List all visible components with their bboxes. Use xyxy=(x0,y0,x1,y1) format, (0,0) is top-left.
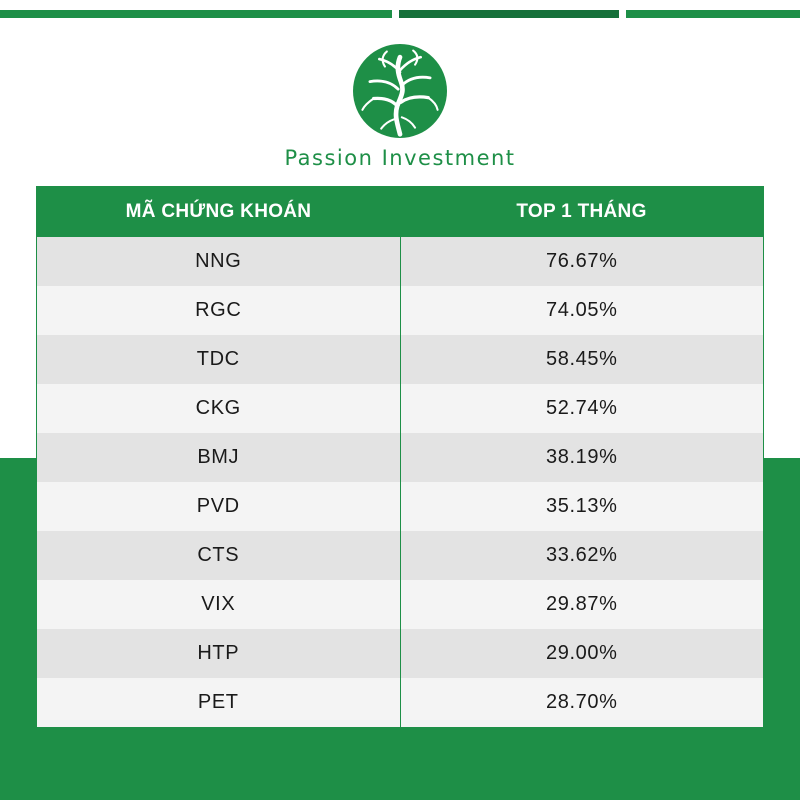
stock-code-cell: RGC xyxy=(37,286,401,335)
return-cell: 29.00% xyxy=(546,642,618,664)
header-stock-code: MÃ CHỨNG KHOÁN xyxy=(125,201,312,222)
stock-table: MÃ CHỨNG KHOÁN TOP 1 THÁNG NNG 76.67% RG… xyxy=(36,186,764,727)
table-row: VIX 29.87% xyxy=(37,580,763,629)
return-cell: 52.74% xyxy=(546,397,618,419)
brand-name: Passion Investment xyxy=(284,146,516,170)
return-cell: 33.62% xyxy=(546,544,618,566)
stock-code-cell: TDC xyxy=(37,335,401,384)
stock-code-cell: CKG xyxy=(37,384,401,433)
table-row: PET 28.70% xyxy=(37,678,763,727)
table-row: NNG 76.67% xyxy=(37,237,763,286)
table-row: CKG 52.74% xyxy=(37,384,763,433)
stock-code-cell: HTP xyxy=(37,629,401,678)
return-cell: 74.05% xyxy=(546,299,618,321)
table-row: PVD 35.13% xyxy=(37,482,763,531)
table-row: BMJ 38.19% xyxy=(37,433,763,482)
return-cell: 28.70% xyxy=(546,691,618,713)
table-header: MÃ CHỨNG KHOÁN TOP 1 THÁNG xyxy=(37,187,763,237)
return-cell: 35.13% xyxy=(546,495,618,517)
top-decor-bar-right xyxy=(626,10,800,18)
table-row: TDC 58.45% xyxy=(37,335,763,384)
table-body: NNG 76.67% RGC 74.05% TDC 58.45% CKG 52.… xyxy=(37,237,763,727)
return-cell: 38.19% xyxy=(546,446,618,468)
stock-code-cell: PET xyxy=(37,678,401,727)
top-decor-bar-middle xyxy=(399,10,619,18)
return-cell: 29.87% xyxy=(546,593,618,615)
stock-code-cell: VIX xyxy=(37,580,401,629)
tree-logo-icon xyxy=(353,44,447,138)
table-row: CTS 33.62% xyxy=(37,531,763,580)
table-row: RGC 74.05% xyxy=(37,286,763,335)
table-row: HTP 29.00% xyxy=(37,629,763,678)
stock-code-cell: PVD xyxy=(37,482,401,531)
stock-code-cell: BMJ xyxy=(37,433,401,482)
header-top-1-month: TOP 1 THÁNG xyxy=(516,201,647,222)
stock-code-cell: CTS xyxy=(37,531,401,580)
stock-code-cell: NNG xyxy=(37,237,401,286)
return-cell: 76.67% xyxy=(546,250,618,272)
return-cell: 58.45% xyxy=(546,348,618,370)
top-decor-bar-left xyxy=(0,10,392,18)
